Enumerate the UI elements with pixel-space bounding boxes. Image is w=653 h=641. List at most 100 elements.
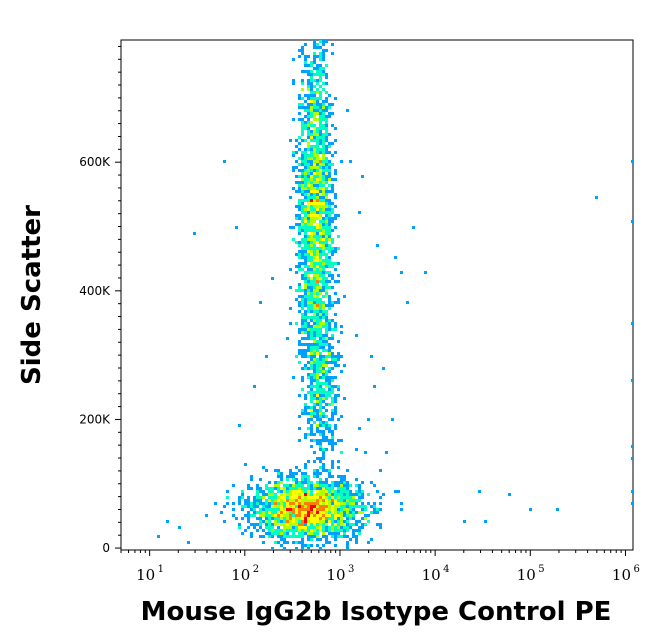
- event-point: [310, 415, 313, 418]
- event-point: [316, 397, 319, 400]
- event-point: [310, 529, 313, 532]
- event-point: [301, 301, 304, 304]
- event-point: [310, 259, 313, 262]
- event-point: [298, 136, 301, 139]
- event-point: [307, 235, 310, 238]
- event-point: [307, 226, 310, 229]
- event-point: [349, 526, 352, 529]
- event-point: [331, 487, 334, 490]
- event-point: [316, 271, 319, 274]
- event-point: [322, 208, 325, 211]
- event-point: [352, 502, 355, 505]
- event-point: [310, 373, 313, 376]
- event-point: [595, 196, 598, 199]
- event-point: [301, 190, 304, 193]
- event-point: [316, 301, 319, 304]
- event-point: [334, 193, 337, 196]
- event-point: [307, 325, 310, 328]
- event-point: [322, 532, 325, 535]
- event-point: [307, 250, 310, 253]
- event-point: [313, 73, 316, 76]
- event-point: [271, 502, 274, 505]
- event-point: [259, 526, 262, 529]
- event-point: [328, 115, 331, 118]
- event-point: [310, 121, 313, 124]
- event-point: [307, 253, 310, 256]
- event-point: [325, 220, 328, 223]
- event-point: [310, 496, 313, 499]
- event-point: [259, 487, 262, 490]
- event-point: [331, 112, 334, 115]
- event-point: [340, 517, 343, 520]
- event-point: [631, 457, 634, 460]
- event-point: [310, 295, 313, 298]
- event-point: [325, 538, 328, 541]
- event-point: [298, 148, 301, 151]
- event-point: [325, 208, 328, 211]
- event-point: [304, 394, 307, 397]
- event-point: [301, 79, 304, 82]
- event-point: [319, 163, 322, 166]
- event-point: [301, 172, 304, 175]
- event-point: [322, 508, 325, 511]
- event-point: [307, 493, 310, 496]
- event-point: [235, 226, 238, 229]
- event-point: [307, 211, 310, 214]
- event-point: [325, 322, 328, 325]
- event-point: [313, 184, 316, 187]
- event-point: [331, 388, 334, 391]
- event-point: [325, 109, 328, 112]
- event-point: [277, 517, 280, 520]
- event-point: [283, 496, 286, 499]
- event-point: [280, 505, 283, 508]
- event-point: [292, 508, 295, 511]
- event-point: [319, 508, 322, 511]
- event-point: [295, 505, 298, 508]
- event-point: [304, 472, 307, 475]
- event-point: [331, 508, 334, 511]
- event-point: [283, 523, 286, 526]
- event-point: [280, 520, 283, 523]
- event-point: [319, 340, 322, 343]
- event-point: [319, 382, 322, 385]
- event-point: [322, 340, 325, 343]
- event-point: [334, 313, 337, 316]
- event-point: [373, 385, 376, 388]
- event-point: [298, 520, 301, 523]
- event-point: [301, 106, 304, 109]
- event-point: [337, 487, 340, 490]
- event-point: [313, 202, 316, 205]
- event-point: [340, 529, 343, 532]
- event-point: [313, 352, 316, 355]
- event-point: [292, 226, 295, 229]
- event-point: [346, 514, 349, 517]
- event-point: [340, 490, 343, 493]
- event-point: [292, 493, 295, 496]
- event-point: [334, 292, 337, 295]
- event-point: [352, 493, 355, 496]
- event-point: [283, 493, 286, 496]
- event-point: [301, 250, 304, 253]
- event-point: [310, 199, 313, 202]
- event-point: [316, 70, 319, 73]
- event-point: [313, 79, 316, 82]
- event-point: [307, 193, 310, 196]
- event-point: [280, 535, 283, 538]
- event-point: [313, 397, 316, 400]
- event-point: [310, 535, 313, 538]
- event-point: [301, 409, 304, 412]
- event-point: [313, 145, 316, 148]
- event-point: [361, 175, 364, 178]
- event-point: [331, 523, 334, 526]
- event-point: [307, 217, 310, 220]
- event-point: [334, 262, 337, 265]
- x-axis-label: Mouse IgG2b Isotype Control PE: [141, 597, 612, 627]
- event-point: [346, 505, 349, 508]
- event-point: [334, 442, 337, 445]
- event-point: [304, 310, 307, 313]
- event-point: [301, 319, 304, 322]
- event-point: [319, 67, 322, 70]
- event-point: [349, 502, 352, 505]
- event-point: [301, 505, 304, 508]
- event-point: [325, 232, 328, 235]
